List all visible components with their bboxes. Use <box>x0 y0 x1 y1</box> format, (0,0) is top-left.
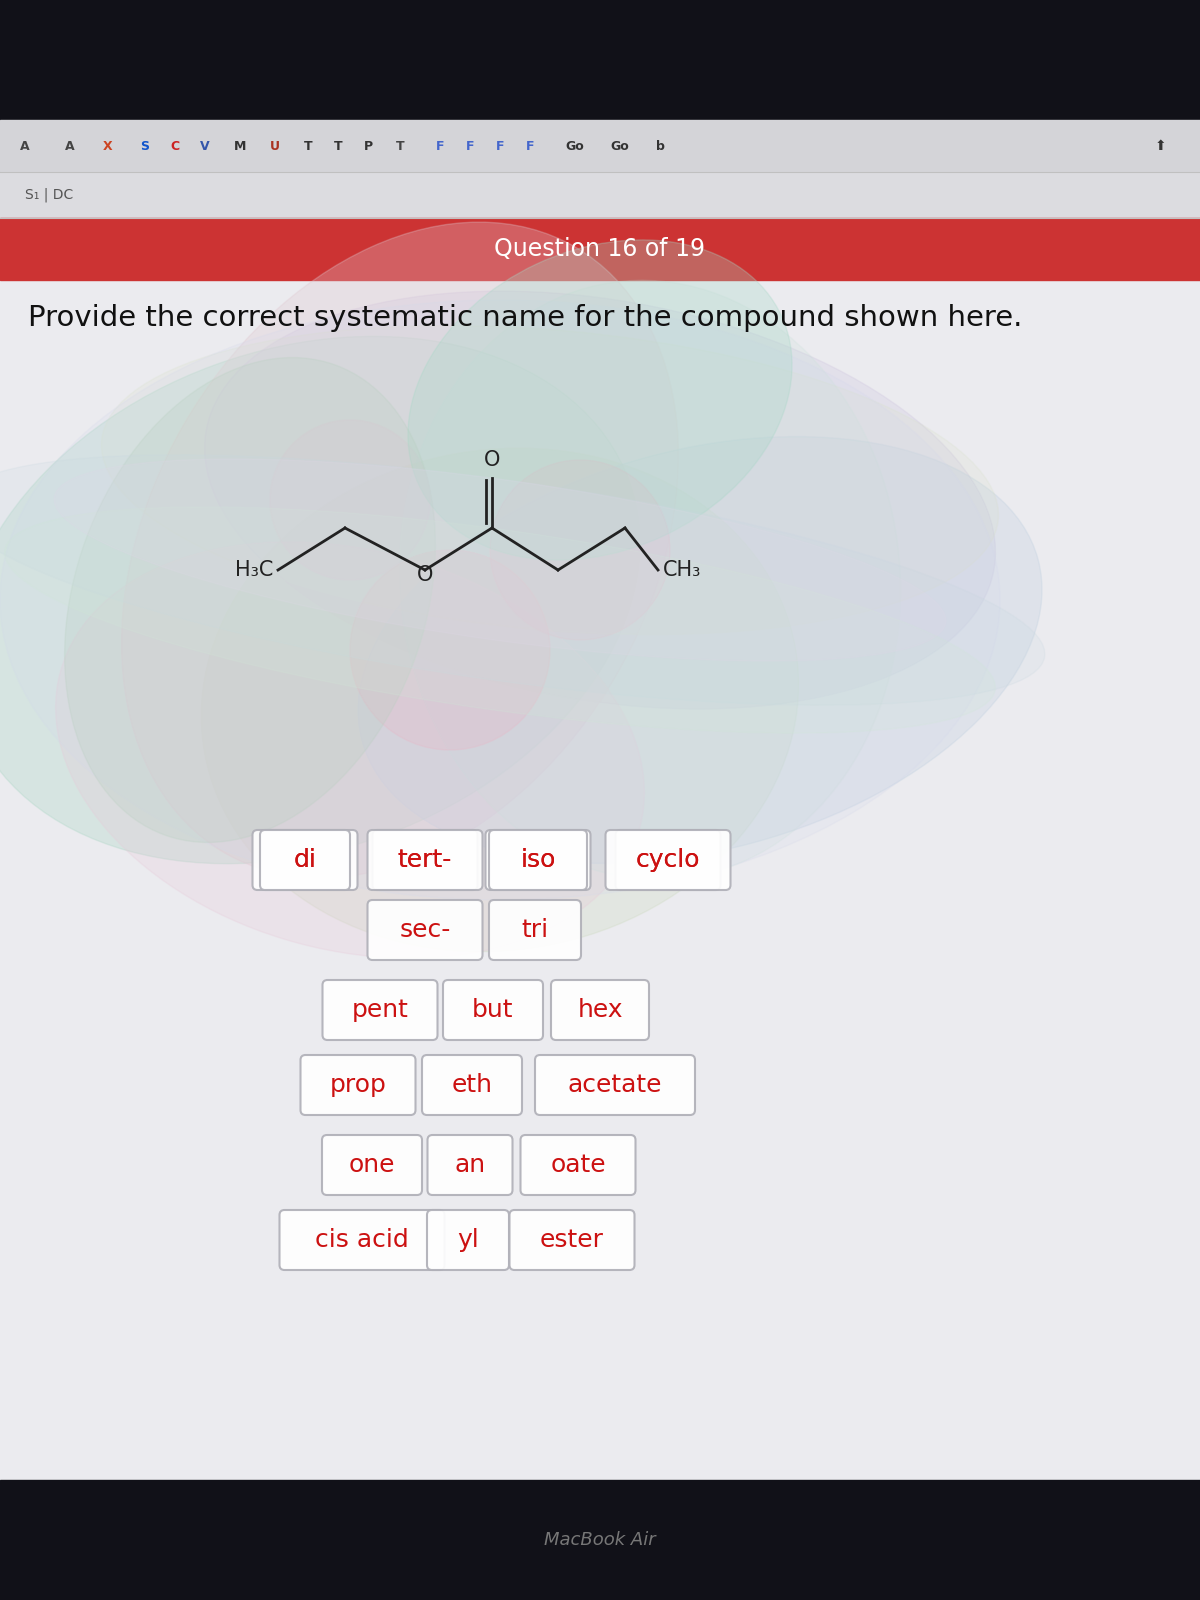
FancyBboxPatch shape <box>422 1054 522 1115</box>
Ellipse shape <box>55 542 644 958</box>
Text: tert-: tert- <box>398 848 452 872</box>
Text: sec-: sec- <box>400 918 451 942</box>
Text: X: X <box>103 139 113 152</box>
Text: CH₃: CH₃ <box>662 560 701 579</box>
FancyBboxPatch shape <box>280 1210 444 1270</box>
Bar <box>0 0 1200 120</box>
FancyBboxPatch shape <box>300 1054 415 1115</box>
Ellipse shape <box>0 301 1000 899</box>
Bar <box>0 280 1200 1480</box>
Text: A: A <box>65 139 74 152</box>
Text: U: U <box>270 139 280 152</box>
Text: one: one <box>349 1154 395 1178</box>
Text: tert-: tert- <box>398 848 452 872</box>
Bar <box>0 1480 1200 1600</box>
Text: O: O <box>484 450 500 470</box>
FancyBboxPatch shape <box>551 979 649 1040</box>
Ellipse shape <box>5 507 995 733</box>
Text: Go: Go <box>611 139 629 152</box>
FancyBboxPatch shape <box>323 979 438 1040</box>
Ellipse shape <box>0 454 1045 706</box>
Ellipse shape <box>0 336 640 864</box>
FancyBboxPatch shape <box>490 830 587 890</box>
Ellipse shape <box>204 291 996 709</box>
Bar <box>0 171 1200 218</box>
FancyBboxPatch shape <box>367 899 482 960</box>
Text: Question 16 of 19: Question 16 of 19 <box>494 237 706 261</box>
Ellipse shape <box>54 459 946 661</box>
FancyBboxPatch shape <box>443 979 542 1040</box>
Text: hex: hex <box>577 998 623 1022</box>
Text: Provide the correct systematic name for the compound shown here.: Provide the correct systematic name for … <box>28 304 1022 333</box>
Text: cis acid: cis acid <box>316 1229 409 1251</box>
Text: C: C <box>170 139 180 152</box>
FancyBboxPatch shape <box>260 830 350 890</box>
Text: b: b <box>655 139 665 152</box>
Ellipse shape <box>490 461 670 640</box>
FancyBboxPatch shape <box>322 1134 422 1195</box>
Text: iso: iso <box>521 848 556 872</box>
Text: MacBook Air: MacBook Air <box>544 1531 656 1549</box>
Text: eth: eth <box>451 1074 492 1098</box>
Text: T: T <box>396 139 404 152</box>
Text: A: A <box>20 139 30 152</box>
Text: iso: iso <box>521 848 556 872</box>
Text: cyclo: cyclo <box>636 848 701 872</box>
FancyBboxPatch shape <box>510 1210 635 1270</box>
Text: V: V <box>200 139 210 152</box>
Ellipse shape <box>408 240 792 560</box>
Text: F: F <box>466 139 474 152</box>
Text: ester: ester <box>540 1229 604 1251</box>
FancyBboxPatch shape <box>616 830 720 890</box>
Text: T: T <box>334 139 342 152</box>
FancyBboxPatch shape <box>372 830 478 890</box>
Text: F: F <box>496 139 504 152</box>
FancyBboxPatch shape <box>490 899 581 960</box>
Text: acetate: acetate <box>568 1074 662 1098</box>
Text: pent: pent <box>352 998 408 1022</box>
Text: S: S <box>140 139 150 152</box>
Text: yl: yl <box>457 1229 479 1251</box>
FancyBboxPatch shape <box>367 830 482 890</box>
FancyBboxPatch shape <box>606 830 731 890</box>
Text: but: but <box>473 998 514 1022</box>
Text: cyclo: cyclo <box>636 848 701 872</box>
Text: P: P <box>364 139 372 152</box>
Ellipse shape <box>350 550 550 750</box>
Text: S₁ | DC: S₁ | DC <box>25 187 73 202</box>
FancyBboxPatch shape <box>427 1210 509 1270</box>
Text: di: di <box>294 848 317 872</box>
Ellipse shape <box>202 448 799 952</box>
FancyBboxPatch shape <box>486 830 590 890</box>
Text: F: F <box>436 139 444 152</box>
Ellipse shape <box>358 437 1042 864</box>
Text: M: M <box>234 139 246 152</box>
Text: an: an <box>455 1154 486 1178</box>
Ellipse shape <box>121 222 678 878</box>
Text: ⬆: ⬆ <box>1154 139 1166 154</box>
Text: di: di <box>294 848 317 872</box>
Bar <box>0 120 1200 171</box>
Ellipse shape <box>270 419 430 579</box>
FancyBboxPatch shape <box>427 1134 512 1195</box>
FancyBboxPatch shape <box>535 1054 695 1115</box>
Text: Go: Go <box>565 139 584 152</box>
Text: oate: oate <box>550 1154 606 1178</box>
Text: O: O <box>416 565 433 586</box>
Ellipse shape <box>102 325 998 635</box>
FancyBboxPatch shape <box>521 1134 636 1195</box>
Text: prop: prop <box>330 1074 386 1098</box>
Text: H₃C: H₃C <box>235 560 274 579</box>
FancyBboxPatch shape <box>252 830 358 890</box>
Bar <box>0 218 1200 280</box>
Text: F: F <box>526 139 534 152</box>
Ellipse shape <box>400 280 900 880</box>
Ellipse shape <box>65 357 436 843</box>
Text: tri: tri <box>522 918 548 942</box>
Text: T: T <box>304 139 312 152</box>
